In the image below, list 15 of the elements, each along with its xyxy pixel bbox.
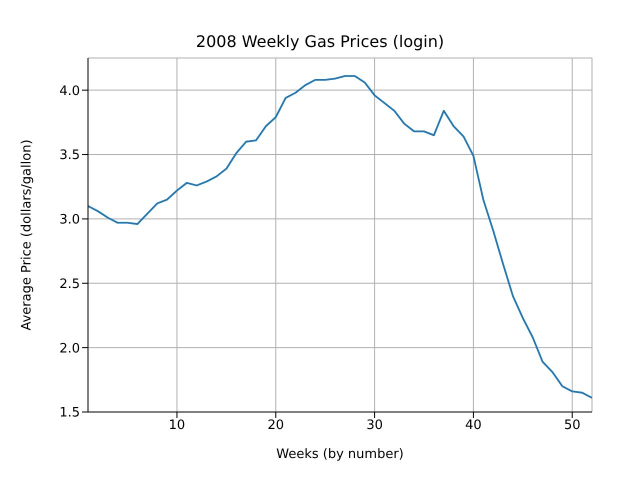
y-tick-label: 3.0 (59, 212, 80, 228)
y-tick-label: 4.0 (59, 84, 80, 99)
x-tick-label: 20 (267, 418, 284, 434)
y-tick-label: 2.5 (59, 276, 80, 292)
line-series (88, 75, 592, 399)
chart-title: 2008 Weekly Gas Prices (login) (194, 32, 446, 51)
x-tick-label: 30 (366, 418, 383, 434)
y-tick-label: 3.5 (59, 148, 80, 164)
y-tick-label: 2.0 (59, 341, 80, 356)
x-tick-label: 40 (465, 418, 482, 434)
x-tick-label: 50 (564, 418, 581, 434)
y-tick-label: 1.5 (59, 406, 80, 421)
x-tick-label: 10 (168, 418, 186, 434)
x-axis-title: Weeks (by number) (276, 447, 404, 462)
y-axis-title: Average Price (dollars/gallon) (20, 139, 35, 331)
